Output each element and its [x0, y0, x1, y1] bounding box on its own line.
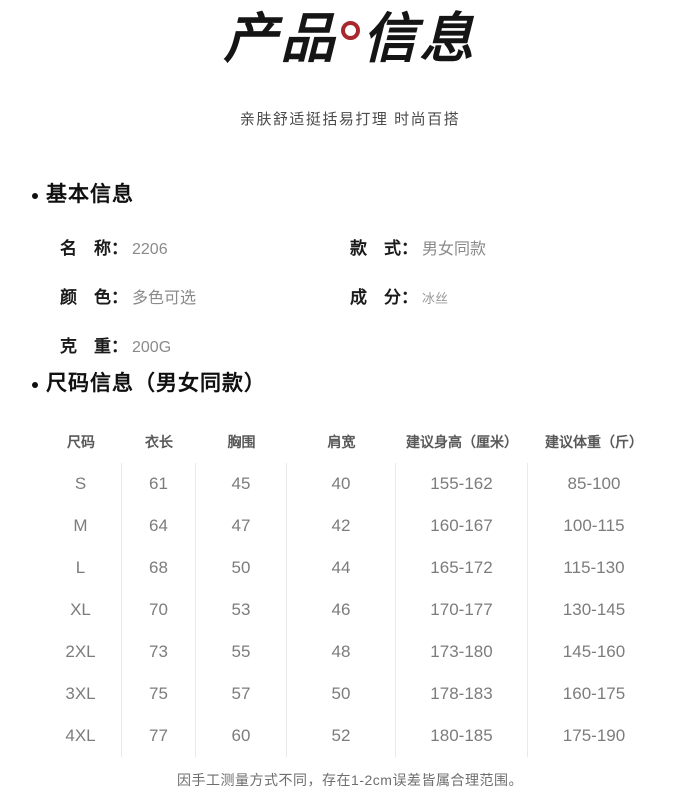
table-cell: 175-190 [562, 726, 626, 745]
table-cell: 64 [149, 516, 168, 535]
measurement-disclaimer: 因手工测量方式不同，存在1-2cm误差皆属合理范围。 [177, 772, 523, 788]
field-label: 克 重： [60, 337, 128, 356]
weight-column: 85-100 100-115 115-130 130-145 145-160 1… [528, 463, 660, 757]
basic-info-grid: 名 称： 2206 款 式： 男女同款 颜 色： 多色可选 成 分： 冰丝 克 重： 20… [60, 222, 660, 369]
table-cell: 68 [149, 558, 168, 577]
size-table-body: S M L XL 2XL 3XL 4XL 61 64 68 70 73 75 7… [40, 463, 660, 757]
table-cell: 155-162 [430, 474, 493, 493]
field-label: 成 分： [350, 288, 418, 307]
basic-info-heading-label: 基本信息 [46, 183, 134, 206]
table-cell: 3XL [65, 684, 96, 703]
basic-info-heading: 基本信息 [32, 178, 134, 208]
table-cell: 100-115 [563, 516, 625, 535]
table-cell: 2XL [65, 642, 96, 661]
shoulder-column: 40 42 44 46 48 50 52 [287, 463, 396, 757]
table-cell: 85-100 [567, 474, 621, 493]
table-cell: 173-180 [430, 642, 493, 661]
table-cell: XL [70, 600, 91, 619]
bullet-dot-icon [32, 193, 38, 199]
table-cell: 48 [331, 642, 351, 661]
subtitle: 亲肤舒适挺括易打理 时尚百搭 [239, 111, 461, 128]
table-cell: 46 [331, 600, 351, 619]
table-cell: 52 [331, 726, 351, 745]
table-cell: 60 [231, 726, 251, 745]
field-value: 男女同款 [422, 241, 487, 258]
table-cell: 180-185 [430, 726, 493, 745]
field-value: 多色可选 [132, 290, 197, 307]
size-table: 尺码 衣长 胸围 肩宽 建议身高（厘米） 建议体重（斤） S M L XL 2X… [40, 421, 660, 757]
field-label: 名 称： [60, 239, 128, 258]
chest-column: 45 47 50 53 55 57 60 [196, 463, 287, 757]
table-cell: 4XL [65, 726, 96, 745]
info-field-name: 名 称： 2206 [60, 234, 350, 259]
table-cell: 55 [231, 642, 251, 661]
field-value: 2206 [132, 241, 168, 258]
table-cell: 50 [331, 684, 351, 703]
table-cell: 44 [331, 558, 351, 577]
table-cell: 160-175 [562, 684, 626, 703]
size-table-header-row: 尺码 衣长 胸围 肩宽 建议身高（厘米） 建议体重（斤） [40, 421, 660, 463]
table-cell: 165-172 [430, 558, 493, 577]
column-header-chest: 胸围 [227, 434, 256, 450]
table-cell: 73 [149, 642, 168, 661]
table-cell: 115-130 [563, 558, 625, 577]
column-header-height: 建议身高（厘米） [406, 434, 518, 450]
table-cell: 42 [331, 516, 351, 535]
table-cell: L [75, 558, 86, 577]
table-cell: 40 [331, 474, 351, 493]
table-cell: 47 [231, 516, 251, 535]
page-title-right: 信息 [362, 9, 477, 69]
table-cell: 160-167 [430, 516, 493, 535]
degree-ring-icon [340, 21, 360, 40]
column-header-size: 尺码 [67, 434, 95, 450]
table-cell: 50 [231, 558, 251, 577]
column-header-shoulder: 肩宽 [327, 434, 356, 450]
column-header-length: 衣长 [145, 434, 173, 450]
table-cell: 70 [149, 600, 168, 619]
field-label: 颜 色： [60, 288, 128, 307]
field-value: 冰丝 [422, 291, 449, 306]
bullet-dot-icon [32, 382, 38, 388]
size-info-heading-label: 尺码信息（男女同款） [46, 372, 266, 395]
column-header-weight: 建议体重（斤） [545, 434, 643, 450]
length-column: 61 64 68 70 73 75 77 [122, 463, 196, 757]
table-cell: 170-177 [430, 600, 493, 619]
size-info-heading: 尺码信息（男女同款） [32, 367, 266, 397]
size-column: S M L XL 2XL 3XL 4XL [40, 463, 122, 757]
info-field-color: 颜 色： 多色可选 [60, 283, 350, 308]
info-field-style: 款 式： 男女同款 [350, 234, 660, 259]
page-title-left: 产品 [223, 9, 338, 69]
table-cell: M [73, 516, 88, 535]
table-cell: 178-183 [430, 684, 493, 703]
table-cell: 75 [149, 684, 168, 703]
table-cell: 145-160 [562, 642, 626, 661]
table-cell: 57 [231, 684, 251, 703]
table-cell: S [74, 474, 87, 493]
page-title: 产品 信息 [0, 8, 700, 70]
field-label: 款 式： [350, 239, 418, 258]
info-field-weight: 克 重： 200G [60, 332, 350, 357]
table-cell: 77 [149, 726, 168, 745]
info-field-material: 成 分： 冰丝 [350, 283, 660, 308]
table-cell: 61 [149, 474, 168, 493]
height-column: 155-162 160-167 165-172 170-177 173-180 … [396, 463, 528, 757]
field-value: 200G [132, 339, 172, 356]
table-cell: 130-145 [562, 600, 626, 619]
table-cell: 53 [231, 600, 251, 619]
table-cell: 45 [231, 474, 251, 493]
